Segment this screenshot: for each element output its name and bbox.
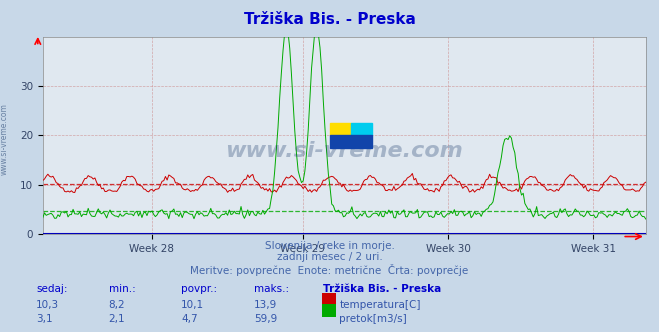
Text: Tržiška Bis. - Preska: Tržiška Bis. - Preska — [244, 12, 415, 27]
Text: temperatura[C]: temperatura[C] — [339, 300, 421, 310]
Text: 13,9: 13,9 — [254, 300, 277, 310]
Text: Tržiška Bis. - Preska: Tržiška Bis. - Preska — [323, 284, 441, 294]
Text: zadnji mesec / 2 uri.: zadnji mesec / 2 uri. — [277, 252, 382, 262]
Text: 3,1: 3,1 — [36, 314, 53, 324]
Text: min.:: min.: — [109, 284, 136, 294]
Text: Meritve: povprečne  Enote: metrične  Črta: povprečje: Meritve: povprečne Enote: metrične Črta:… — [190, 264, 469, 276]
Text: povpr.:: povpr.: — [181, 284, 217, 294]
Text: 59,9: 59,9 — [254, 314, 277, 324]
Text: 8,2: 8,2 — [109, 300, 125, 310]
Text: sedaj:: sedaj: — [36, 284, 68, 294]
Text: 4,7: 4,7 — [181, 314, 198, 324]
Bar — [351, 135, 372, 148]
Text: 2,1: 2,1 — [109, 314, 125, 324]
Text: 10,3: 10,3 — [36, 300, 59, 310]
Text: maks.:: maks.: — [254, 284, 289, 294]
Bar — [330, 135, 351, 148]
Bar — [330, 123, 351, 135]
Text: 10,1: 10,1 — [181, 300, 204, 310]
Bar — [351, 123, 372, 135]
Text: Slovenija / reke in morje.: Slovenija / reke in morje. — [264, 241, 395, 251]
Text: www.si-vreme.com: www.si-vreme.com — [0, 104, 9, 175]
Text: pretok[m3/s]: pretok[m3/s] — [339, 314, 407, 324]
Text: www.si-vreme.com: www.si-vreme.com — [225, 141, 463, 161]
